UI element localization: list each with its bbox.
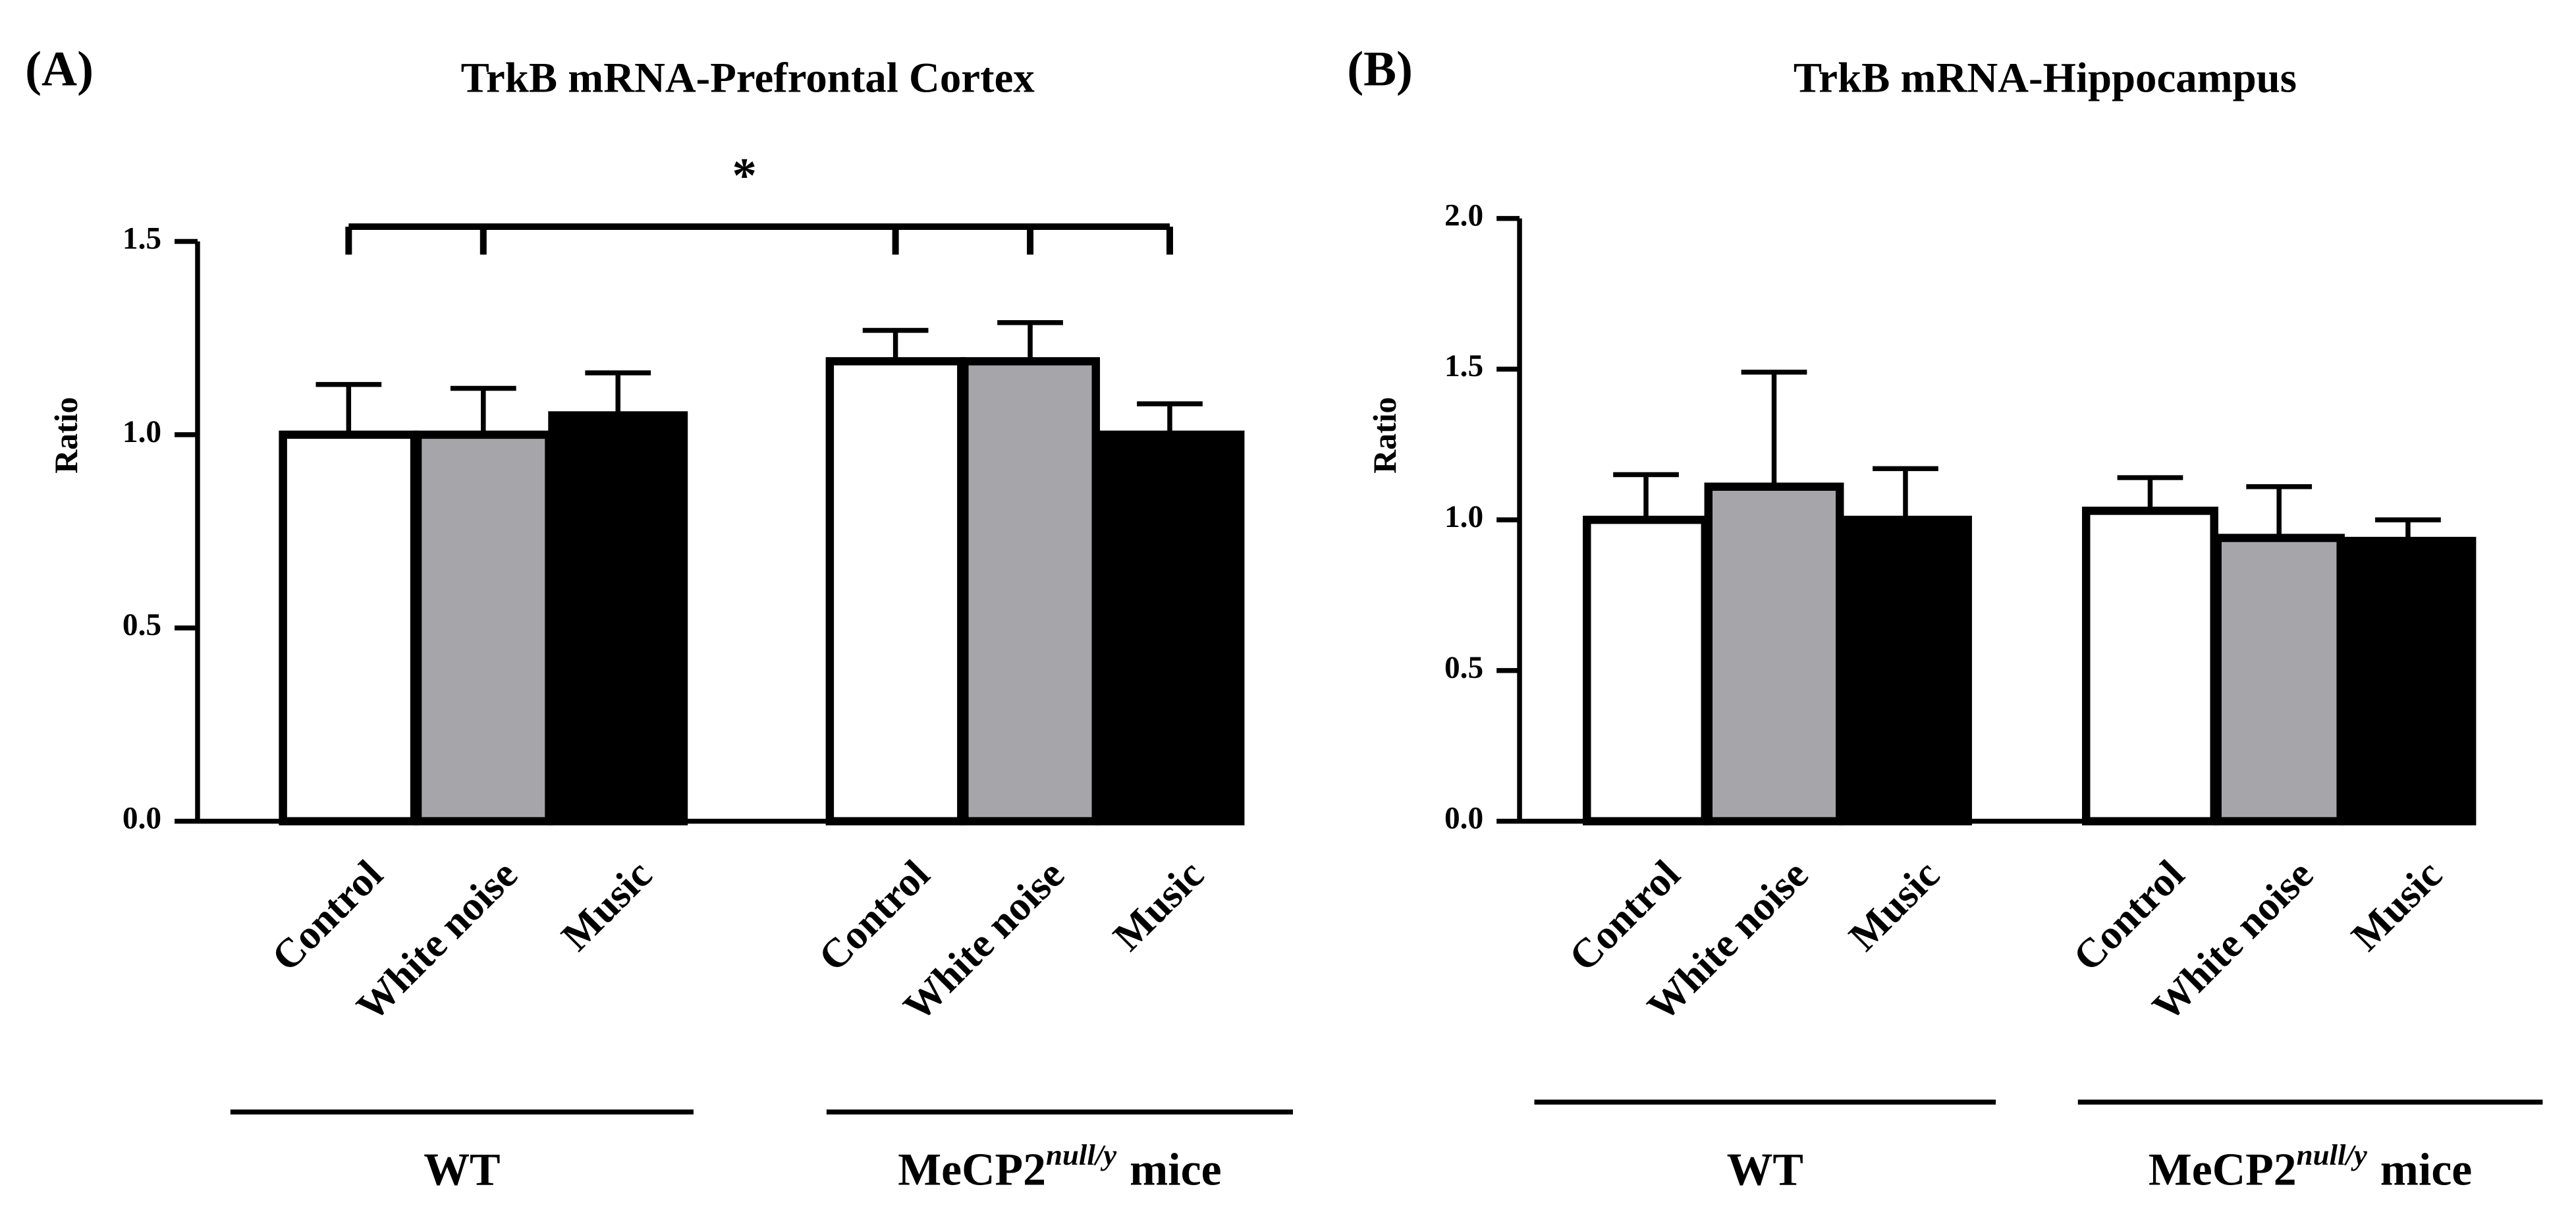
y-tick-label: 1.5 <box>1444 349 1483 383</box>
group-label: WT <box>1727 1145 1803 1196</box>
x-tick-label: Music <box>2343 852 2451 960</box>
x-tick-label: Control <box>810 852 939 980</box>
chart-title: TrkB mRNA-Hippocampus <box>1794 55 2297 102</box>
group-label-main: WT <box>424 1145 500 1196</box>
x-tick-label: Control <box>1560 852 1689 980</box>
y-tick-label: 0.5 <box>1444 651 1483 685</box>
group-label-main: MeCP2 <box>898 1145 1046 1196</box>
bar <box>960 357 1101 825</box>
group-label-main: WT <box>1727 1145 1803 1196</box>
bar <box>413 430 553 825</box>
y-tick-label: 2.0 <box>1444 198 1483 233</box>
y-tick-label: 1.5 <box>123 221 161 256</box>
group-label-rest: mice <box>2380 1145 2473 1196</box>
bar <box>548 411 688 825</box>
group-label: MeCP2null/y mice <box>898 1138 1221 1196</box>
bar <box>1583 515 1710 825</box>
y-tick-label: 0.5 <box>123 608 161 642</box>
y-axis-label: Ratio <box>1367 397 1403 474</box>
bar <box>1704 482 1844 825</box>
group-label-sup: null/y <box>1046 1138 1117 1171</box>
bar <box>1838 515 1972 825</box>
y-tick-label: 1.0 <box>123 415 161 449</box>
group-label: WT <box>424 1145 500 1196</box>
bar <box>2213 534 2345 825</box>
bar <box>279 430 419 825</box>
group-label-rest: mice <box>1130 1145 1222 1196</box>
y-tick-label: 0.0 <box>1444 802 1483 836</box>
y-tick-label: 1.0 <box>1444 500 1483 534</box>
group-label-main: MeCP2 <box>2149 1145 2297 1196</box>
panel-label: (B) <box>1347 42 1413 96</box>
bar <box>1095 430 1245 825</box>
bar <box>2340 536 2477 825</box>
x-tick-label: Music <box>1105 852 1213 960</box>
x-tick-label: Music <box>1840 852 1948 960</box>
chart-title: TrkB mRNA-Prefrontal Cortex <box>461 55 1035 102</box>
y-tick-label: 0.0 <box>123 802 161 836</box>
bar <box>2082 507 2218 825</box>
x-tick-label: Music <box>553 852 661 960</box>
x-tick-label: Control <box>2064 852 2193 980</box>
panel-label: (A) <box>25 42 94 96</box>
group-label: MeCP2null/y mice <box>2149 1138 2472 1196</box>
group-label-sup: null/y <box>2297 1138 2368 1171</box>
significance-mark: * <box>732 148 757 203</box>
x-tick-label: Control <box>263 852 391 980</box>
bar <box>825 357 966 825</box>
y-axis-label: Ratio <box>48 397 84 474</box>
